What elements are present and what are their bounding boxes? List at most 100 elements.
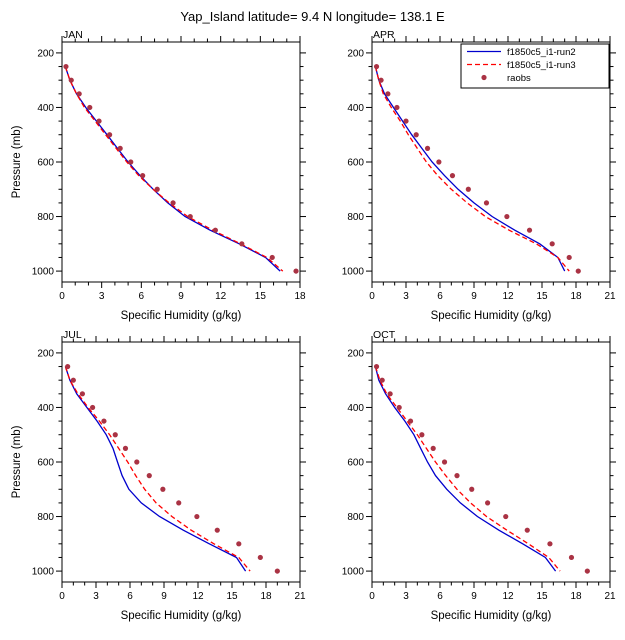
chart-jan: 0 3 6 9 12 15 18 200 400 600 800 1000 JAN Specific Hu… xyxy=(11,29,306,322)
x-tick-label: 0 xyxy=(369,291,375,302)
axis-tick-labels: 0 3 6 9 12 15 18 21 200 400 600 800 1000 xyxy=(341,48,615,302)
x-tick-label: 18 xyxy=(294,291,306,302)
x-tick-label: 6 xyxy=(437,591,443,602)
x-tick-label: 3 xyxy=(98,291,104,302)
chart-apr: 0 3 6 9 12 15 18 21 200 400 600 800 1000 APR Specific … xyxy=(341,29,616,322)
axis-ticks xyxy=(365,336,616,588)
panel-title: JAN xyxy=(63,29,83,41)
x-tick-label: 9 xyxy=(471,591,477,602)
panel-apr: 0 3 6 9 12 15 18 21 200 400 600 800 1000 APR Specific … xyxy=(318,28,618,324)
x-tick-label: 15 xyxy=(254,291,266,302)
y-tick-label: 400 xyxy=(347,403,364,414)
legend-label: f1850c5_i1-run2 xyxy=(507,47,576,58)
x-tick-label: 3 xyxy=(403,291,409,302)
legend-label: f1850c5_i1-run3 xyxy=(507,60,576,71)
series-f1850c5_i1-run3 xyxy=(64,366,251,572)
panel-oct: 0 3 6 9 12 15 18 21 200 400 600 800 1000 OCT Specific … xyxy=(318,328,618,624)
x-axis-label: Specific Humidity (g/kg) xyxy=(430,610,551,622)
y-tick-label: 600 xyxy=(37,458,54,469)
y-tick-label: 200 xyxy=(347,348,364,359)
x-tick-label: 0 xyxy=(59,591,65,602)
axis-ticks xyxy=(55,36,306,288)
axis-ticks xyxy=(365,36,616,288)
panel-title: JUL xyxy=(63,329,82,341)
x-tick-label: 15 xyxy=(536,591,548,602)
y-tick-label: 200 xyxy=(37,48,54,59)
axis-tick-labels: 0 3 6 9 12 15 18 21 200 400 600 800 1000 xyxy=(31,348,305,602)
series-raobs xyxy=(373,363,590,574)
x-tick-label: 3 xyxy=(403,591,409,602)
main-title: Yap_Island latitude= 9.4 N longitude= 13… xyxy=(180,9,445,24)
x-tick-label: 12 xyxy=(502,291,514,302)
x-tick-label: 9 xyxy=(178,291,184,302)
y-axis-label: Pressure (mb) xyxy=(11,125,23,198)
x-tick-label: 15 xyxy=(536,291,548,302)
x-tick-label: 6 xyxy=(437,291,443,302)
panel-title: APR xyxy=(373,29,395,41)
series-f1850c5_i1-run2 xyxy=(64,366,246,572)
y-tick-label: 800 xyxy=(37,212,54,223)
x-tick-label: 21 xyxy=(604,291,616,302)
y-tick-label: 1000 xyxy=(341,567,364,578)
x-tick-label: 12 xyxy=(502,591,514,602)
x-tick-label: 0 xyxy=(59,291,65,302)
chart-oct: 0 3 6 9 12 15 18 21 200 400 600 800 1000 OCT Specific … xyxy=(341,329,616,622)
chart-jul: 0 3 6 9 12 15 18 21 200 400 600 800 1000 JUL Specific … xyxy=(11,329,306,622)
y-tick-label: 400 xyxy=(37,103,54,114)
x-tick-label: 18 xyxy=(570,291,582,302)
axis-tick-labels: 0 3 6 9 12 15 18 21 200 400 600 800 1000 xyxy=(341,348,615,602)
series-f1850c5_i1-run2 xyxy=(64,66,281,272)
x-tick-label: 18 xyxy=(570,591,582,602)
y-tick-label: 600 xyxy=(347,158,364,169)
x-tick-label: 21 xyxy=(294,591,306,602)
plot-frame xyxy=(371,341,610,583)
panels-grid: 0 3 6 9 12 15 18 200 400 600 800 1000 JAN Specific Hu… xyxy=(0,28,625,624)
x-tick-label: 6 xyxy=(127,591,133,602)
x-tick-label: 3 xyxy=(93,591,99,602)
series-f1850c5_i1-run3 xyxy=(64,66,283,272)
y-tick-label: 600 xyxy=(37,158,54,169)
panel-jul: 0 3 6 9 12 15 18 21 200 400 600 800 1000 JUL Specific … xyxy=(8,328,308,624)
legend-marker-raobs xyxy=(480,74,487,81)
series-raobs xyxy=(64,363,280,574)
y-tick-label: 1000 xyxy=(31,567,54,578)
plot-frame xyxy=(61,341,300,583)
y-tick-label: 600 xyxy=(347,458,364,469)
plot-frame xyxy=(61,41,300,283)
x-axis-label: Specific Humidity (g/kg) xyxy=(430,310,551,322)
x-axis-label: Specific Humidity (g/kg) xyxy=(120,310,241,322)
axis-tick-labels: 0 3 6 9 12 15 18 200 400 600 800 1000 xyxy=(31,48,305,302)
x-tick-label: 18 xyxy=(260,591,272,602)
y-tick-label: 800 xyxy=(347,512,364,523)
y-tick-label: 800 xyxy=(347,212,364,223)
y-tick-label: 1000 xyxy=(31,267,54,278)
axis-ticks xyxy=(55,336,306,588)
series-raobs xyxy=(373,63,581,274)
y-tick-label: 400 xyxy=(347,103,364,114)
x-tick-label: 12 xyxy=(192,591,204,602)
x-tick-label: 9 xyxy=(471,291,477,302)
x-tick-label: 0 xyxy=(369,591,375,602)
y-tick-label: 1000 xyxy=(341,267,364,278)
series-f1850c5_i1-run3 xyxy=(374,66,570,272)
x-tick-label: 21 xyxy=(604,591,616,602)
y-tick-label: 400 xyxy=(37,403,54,414)
x-tick-label: 6 xyxy=(138,291,144,302)
x-tick-label: 12 xyxy=(215,291,227,302)
series-raobs xyxy=(62,63,299,274)
panel-title: OCT xyxy=(373,329,396,341)
y-tick-label: 200 xyxy=(347,48,364,59)
series-f1850c5_i1-run2 xyxy=(374,366,556,572)
y-tick-label: 200 xyxy=(37,348,54,359)
x-tick-label: 9 xyxy=(161,591,167,602)
panel-jan: 0 3 6 9 12 15 18 200 400 600 800 1000 JAN Specific Hu… xyxy=(8,28,308,324)
series-f1850c5_i1-run2 xyxy=(374,66,565,272)
y-axis-label: Pressure (mb) xyxy=(11,425,23,498)
x-axis-label: Specific Humidity (g/kg) xyxy=(120,610,241,622)
legend-label: raobs xyxy=(507,73,531,84)
x-tick-label: 15 xyxy=(226,591,238,602)
y-tick-label: 800 xyxy=(37,512,54,523)
series-f1850c5_i1-run3 xyxy=(374,366,561,572)
